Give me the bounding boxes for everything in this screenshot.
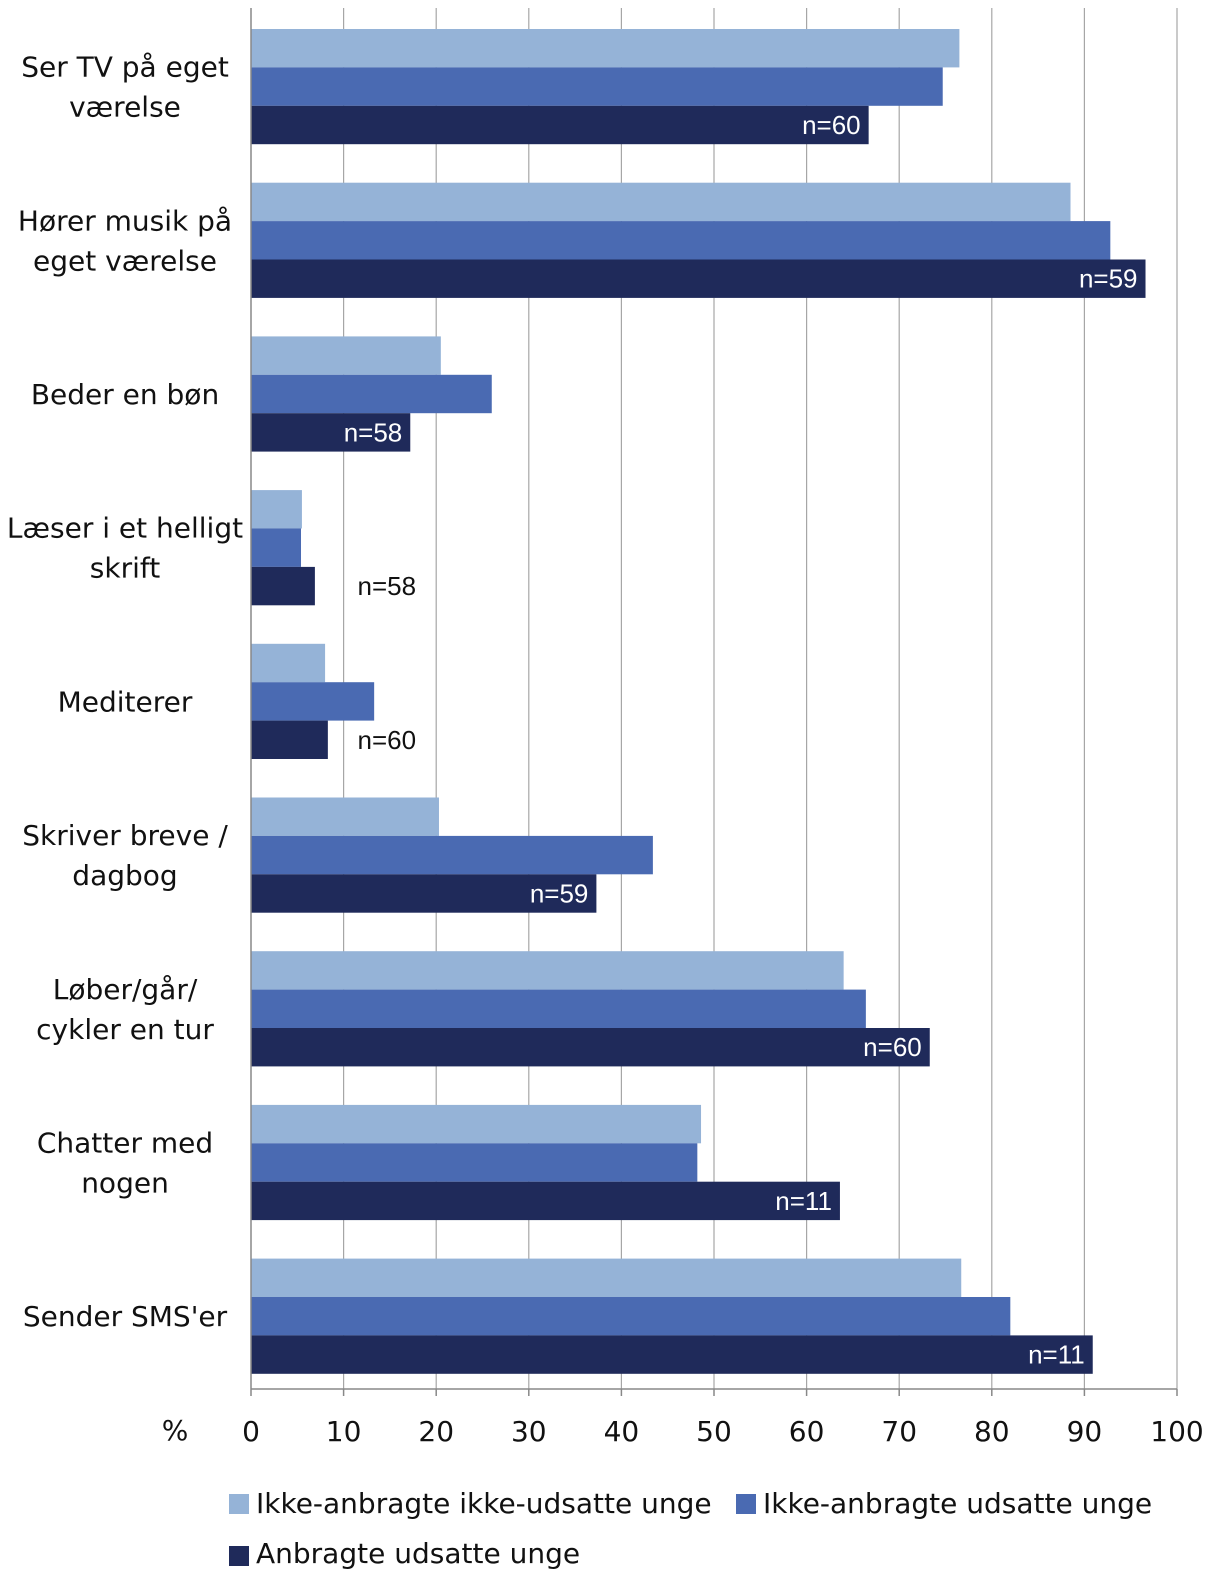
x-tick-label: 0: [242, 1415, 260, 1448]
x-tick-label: 100: [1150, 1415, 1203, 1448]
category-label: dagbog: [72, 859, 177, 892]
n-label: n=59: [530, 879, 589, 909]
bar: [251, 720, 328, 759]
n-label: n=11: [1028, 1340, 1085, 1370]
bar: [251, 259, 1146, 298]
category-label: værelse: [69, 91, 181, 124]
bar: [251, 105, 869, 145]
x-tick-label: 80: [974, 1415, 1010, 1448]
n-label: n=11: [775, 1186, 832, 1216]
bar: [251, 221, 1111, 260]
category-label: Løber/går/: [53, 973, 198, 1006]
category-label: cykler en tur: [36, 1013, 214, 1046]
legend-label: Anbragte udsatte unge: [256, 1537, 580, 1570]
bar: [251, 413, 411, 452]
category-label: Beder en bøn: [31, 378, 219, 411]
category-label: Hører musik på: [18, 204, 232, 237]
bar: [251, 528, 302, 567]
bar: [251, 1335, 1093, 1374]
n-label: n=59: [1079, 264, 1138, 294]
category-label: eget værelse: [33, 244, 217, 277]
x-axis-unit-label: %: [162, 1414, 189, 1447]
x-tick-label: 60: [789, 1415, 825, 1448]
x-axis-ticks: 0 10 20 30 40 50 60 70 80 90 100: [242, 1389, 1204, 1448]
bar: [251, 797, 439, 836]
legend-swatch: [736, 1494, 756, 1514]
n-label: n=60: [802, 110, 861, 140]
legend-label: Ikke-anbragte ikke-udsatte unge: [256, 1487, 712, 1520]
category-label: skrift: [90, 552, 160, 585]
x-tick-label: 10: [326, 1415, 362, 1448]
bar: [251, 1297, 1011, 1336]
legend-swatch: [229, 1546, 249, 1566]
x-tick-label: 70: [881, 1415, 917, 1448]
x-tick-label: 90: [1067, 1415, 1103, 1448]
x-tick-label: 20: [418, 1415, 454, 1448]
bars: [251, 29, 1146, 1374]
x-tick-label: 30: [511, 1415, 547, 1448]
legend-swatch: [229, 1494, 249, 1514]
bar: [251, 1258, 962, 1297]
legend: Ikke-anbragte ikke-udsatte unge Ikke-anbr…: [229, 1487, 1152, 1570]
bar: [251, 1028, 930, 1067]
x-tick-label: 50: [696, 1415, 732, 1448]
bar: [251, 874, 597, 913]
category-label: nogen: [81, 1167, 169, 1200]
bar: [251, 182, 1071, 222]
bar: [251, 67, 943, 106]
bar: [251, 643, 326, 683]
category-label: Skriver breve /: [22, 819, 228, 852]
bar: [251, 336, 441, 375]
n-label: n=60: [357, 725, 416, 755]
bar: [251, 951, 844, 990]
bar: [251, 682, 375, 721]
bar: [251, 1143, 698, 1182]
x-tick-label: 40: [604, 1415, 640, 1448]
category-label: Læser i et helligt: [7, 512, 243, 545]
category-label: Mediterer: [58, 685, 193, 718]
bar: [251, 566, 315, 606]
category-label: Chatter med: [37, 1127, 213, 1160]
legend-label: Ikke-anbragte udsatte unge: [763, 1487, 1152, 1520]
category-labels: n=60 Ser TV på eget værelse n=59 Hører musik…: [7, 51, 1138, 1370]
bar: [251, 989, 866, 1028]
bar: [251, 374, 492, 414]
category-label: Ser TV på eget: [21, 51, 229, 84]
bar: [251, 490, 302, 529]
bar: [251, 1104, 702, 1144]
bar: [251, 835, 653, 875]
bar: [251, 1181, 840, 1221]
bar: [251, 29, 960, 68]
n-label: n=58: [357, 571, 416, 601]
category-label: Sender SMS'er: [23, 1300, 228, 1333]
n-label: n=58: [344, 417, 403, 447]
n-label: n=60: [863, 1032, 922, 1062]
